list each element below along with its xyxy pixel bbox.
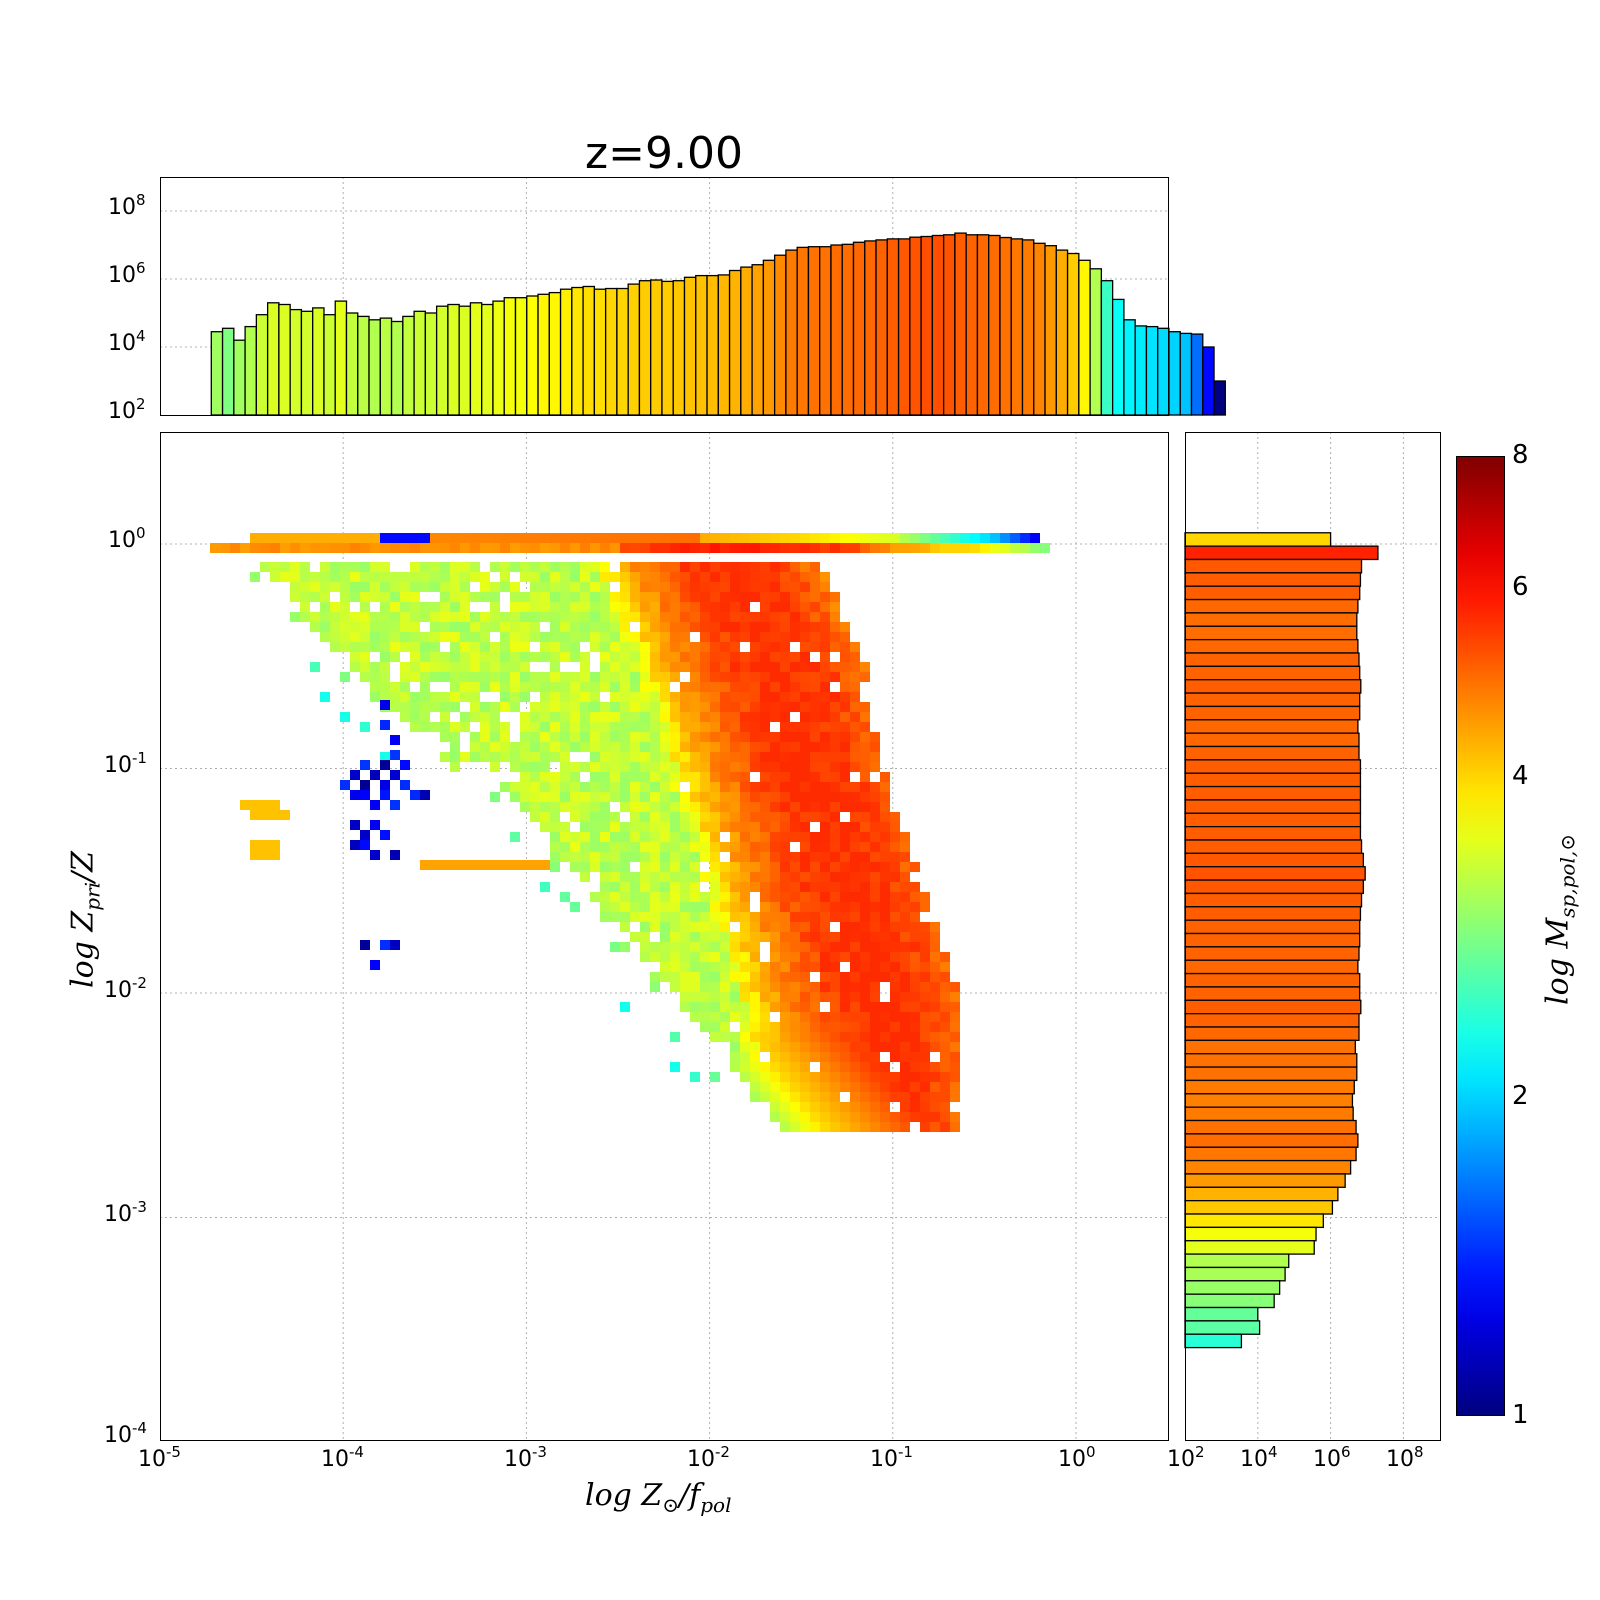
main-x-tick: 10-5 [138,1443,181,1472]
side-x-tick: 102 [1167,1443,1205,1472]
side-x-tick: 108 [1386,1443,1424,1472]
top-y-tick: 102 [108,395,146,424]
main-x-tick: 10-4 [321,1443,364,1472]
top-histogram-bars [210,232,1226,416]
heatmap-cells [210,533,1050,1132]
main-heatmap-frame [160,432,1169,1441]
colorbar-tick: 8 [1512,440,1529,470]
chart-title: z=9.00 [585,128,743,179]
main-x-tick: 10-1 [870,1443,913,1472]
main-y-tick: 10-4 [104,1419,147,1448]
main-x-tick: 10-2 [687,1443,730,1472]
x-axis-label: log Z⊙/fpol [585,1478,732,1517]
side-x-tick: 106 [1313,1443,1351,1472]
main-y-tick: 10-3 [104,1198,147,1227]
main-y-tick: 10-1 [104,749,147,778]
colorbar-tick: 2 [1512,1081,1529,1111]
colorbar-label: log Msp,pol,⊙ [1540,834,1580,1005]
side-x-tick: 104 [1240,1443,1278,1472]
top-histogram-frame [160,177,1169,416]
colorbar-tick: 4 [1512,761,1529,791]
side-histogram-frame [1185,432,1441,1441]
y-axis-label: log Zpri/Z [65,851,105,988]
top-y-tick: 106 [108,259,146,288]
colorbar [1456,456,1505,1416]
main-y-tick: 10-2 [104,974,147,1003]
top-y-tick: 104 [108,327,146,356]
main-x-tick: 10-3 [504,1443,547,1472]
colorbar-tick: 1 [1512,1400,1529,1430]
main-x-tick: 100 [1058,1443,1096,1472]
colorbar-tick: 6 [1512,572,1529,602]
main-y-tick: 100 [108,524,146,553]
top-y-tick: 108 [108,191,146,220]
